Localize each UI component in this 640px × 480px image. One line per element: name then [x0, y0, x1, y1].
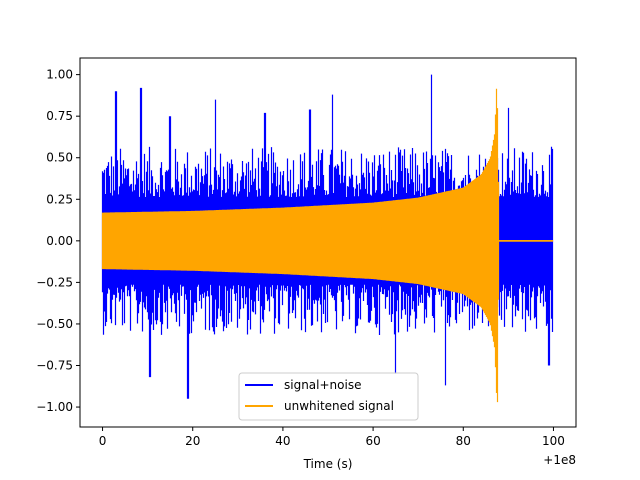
y-tick-label: −1.00 — [36, 400, 73, 414]
x-tick-label: 100 — [542, 434, 565, 448]
series-unwhitened-signal — [101, 88, 554, 403]
y-tick-label: 0.25 — [46, 192, 73, 206]
y-tick-label: −0.25 — [36, 275, 73, 289]
x-tick-label: 40 — [275, 434, 290, 448]
y-tick-label: 0.50 — [46, 151, 73, 165]
legend-box — [238, 372, 419, 421]
x-axis-label: Time (s) — [303, 457, 353, 471]
legend-label-signal-noise: signal+noise — [284, 378, 361, 392]
y-tick-label: −0.50 — [36, 317, 73, 331]
x-tick-label: 60 — [365, 434, 380, 448]
x-tick-label: 80 — [456, 434, 471, 448]
x-tick-label: 20 — [185, 434, 200, 448]
legend: signal+noise unwhitened signal — [238, 372, 419, 421]
axes: 0 20 40 60 80 100 −1.00 −0.75 −0.50 −0.25 0.00 0.25… — [36, 57, 577, 448]
axes-frame — [79, 57, 577, 428]
y-tick-label: −0.75 — [36, 359, 73, 373]
plot-area — [101, 74, 554, 403]
x-offset-label: +1e8 — [543, 453, 576, 467]
y-tick-label: 0.75 — [46, 109, 73, 123]
legend-label-unwhitened-signal: unwhitened signal — [284, 399, 394, 413]
y-tick-label: 1.00 — [46, 68, 73, 82]
y-tick-label: 0.00 — [46, 234, 73, 248]
x-tick-label: 0 — [99, 434, 107, 448]
